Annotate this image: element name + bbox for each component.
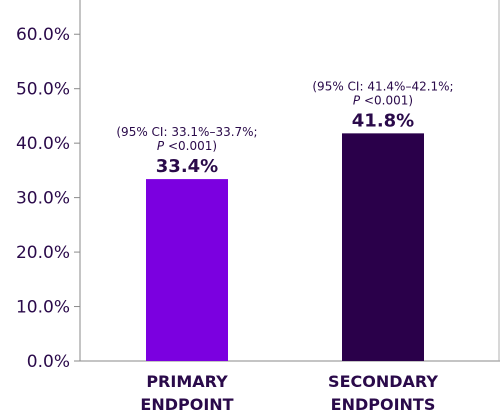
y-tick-label: 20.0% [16,243,70,263]
y-tick-label: 0.0% [27,352,70,372]
ci-annotation-line1: (95% CI: 41.4%–42.1%; [312,79,453,93]
p-value-symbol: P [353,93,361,107]
value-label: 33.4% [156,156,218,177]
y-tick-label: 10.0% [16,298,70,318]
bar-annotations: 33.4%(95% CI: 33.1%–33.7%;P <0.001)41.8%… [116,79,453,177]
bar [146,179,228,361]
value-label: 41.8% [352,110,414,131]
y-axis-ticks: 0.0% 10.0% 20.0% 30.0% 40.0% 50.0% 60.0% [16,25,80,372]
ci-annotation-line1: (95% CI: 33.1%–33.7%; [116,125,257,139]
category-label: ENDPOINT [140,395,233,414]
p-value-symbol: P [157,139,165,153]
category-labels: PRIMARY ENDPOINT SECONDARY ENDPOINTS [140,372,438,414]
bar [342,133,424,361]
y-tick-label: 60.0% [16,25,70,45]
y-tick-label: 30.0% [16,189,70,209]
category-label: SECONDARY [328,372,438,391]
p-value-text: <0.001) [360,93,413,107]
y-tick-label: 40.0% [16,134,70,154]
y-tick-label: 50.0% [16,80,70,100]
category-label: ENDPOINTS [331,395,436,414]
ci-annotation-line2: P <0.001) [157,139,217,153]
ci-annotation-line2: P <0.001) [353,93,413,107]
p-value-text: <0.001) [164,139,217,153]
category-label: PRIMARY [146,372,228,391]
bars-group [146,133,424,361]
